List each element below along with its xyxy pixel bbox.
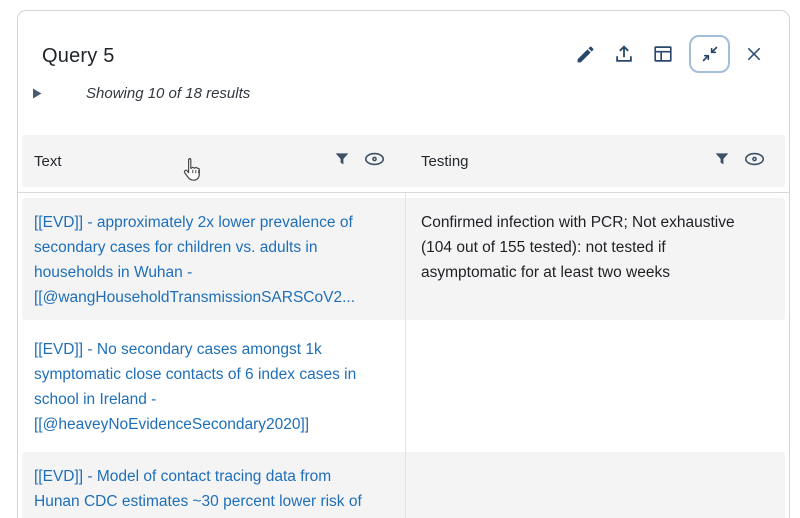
column-header-testing[interactable]: Testing <box>405 135 785 187</box>
testing-cell: Confirmed infection with PCR; Not exhaus… <box>405 198 785 320</box>
table-row: [[EVD]] - approximately 2x lower prevale… <box>22 198 785 320</box>
filter-icon[interactable] <box>333 150 351 173</box>
result-link: [[EVD]] - Model of contact tracing data … <box>34 468 362 510</box>
table-row: [[EVD]] - Model of contact tracing data … <box>22 452 785 518</box>
export-upload-icon[interactable] <box>611 41 637 67</box>
table-layout-icon[interactable] <box>650 41 676 67</box>
testing-cell <box>405 325 785 447</box>
results-table: Text <box>18 135 789 518</box>
column-label: Text <box>34 152 62 170</box>
close-icon[interactable] <box>743 43 765 65</box>
header-divider <box>18 192 789 193</box>
results-summary: Showing 10 of 18 results <box>86 85 251 102</box>
visibility-icon[interactable] <box>744 151 765 172</box>
panel-toolbar <box>573 35 765 73</box>
column-header-text[interactable]: Text <box>22 135 405 187</box>
query-panel: Query 5 <box>17 10 790 518</box>
edit-pencil-icon[interactable] <box>573 42 598 67</box>
results-summary-row: Showing 10 of 18 results <box>18 85 789 102</box>
result-link-cell[interactable]: [[EVD]] - approximately 2x lower prevale… <box>22 198 405 320</box>
table-body: [[EVD]] - approximately 2x lower prevale… <box>22 198 785 518</box>
table-row: [[EVD]] - No secondary cases amongst 1k … <box>22 325 785 447</box>
result-link: [[EVD]] - No secondary cases amongst 1k … <box>34 341 357 433</box>
testing-value: Confirmed infection with PCR; Not exhaus… <box>421 214 735 281</box>
column-label: Testing <box>421 152 469 170</box>
column-divider <box>405 193 406 518</box>
filter-icon[interactable] <box>713 150 731 173</box>
collapse-icon[interactable] <box>689 35 730 73</box>
page-title: Query 5 <box>42 45 115 67</box>
visibility-icon[interactable] <box>364 151 385 172</box>
result-link: [[EVD]] - approximately 2x lower prevale… <box>34 214 355 306</box>
table-header-row: Text <box>22 135 785 187</box>
expand-toggle-icon[interactable] <box>31 86 44 101</box>
result-link-cell[interactable]: [[EVD]] - Model of contact tracing data … <box>22 452 405 518</box>
result-link-cell[interactable]: [[EVD]] - No secondary cases amongst 1k … <box>22 325 405 447</box>
testing-cell <box>405 452 785 518</box>
